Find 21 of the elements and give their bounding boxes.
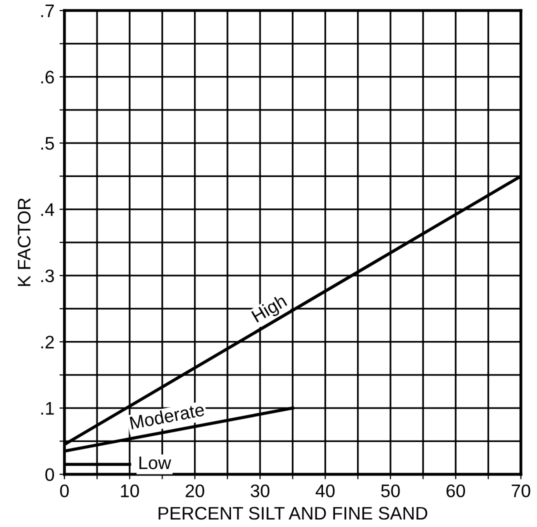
y-axis-title: K FACTOR (18, 198, 31, 286)
y-tick-label: 0 (45, 468, 54, 482)
x-tick-label: 20 (186, 484, 204, 498)
y-tick-label: .2 (41, 336, 54, 348)
series-label: Low (139, 456, 172, 470)
text: High (250, 294, 290, 326)
x-axis-title: PERCENT SILT AND FINE SAND (158, 506, 428, 520)
x-tick-label: 10 (120, 484, 139, 498)
x-tick-label: 40 (316, 484, 335, 498)
x-tick-label: 60 (446, 484, 466, 498)
x-tick-label: 30 (250, 484, 270, 498)
y-tick-label: .6 (41, 70, 54, 84)
y-tick-label: .5 (41, 137, 54, 150)
x-tick-label: 50 (381, 484, 400, 498)
text: Moderate (130, 402, 205, 430)
y-tick-label: .3 (41, 269, 54, 282)
x-tick-label: 0 (60, 484, 69, 498)
y-tick-label: .4 (41, 203, 54, 216)
y-tick-label: .1 (41, 402, 54, 415)
x-tick-label: 70 (512, 484, 530, 498)
y-tick-label: .7 (41, 4, 54, 18)
